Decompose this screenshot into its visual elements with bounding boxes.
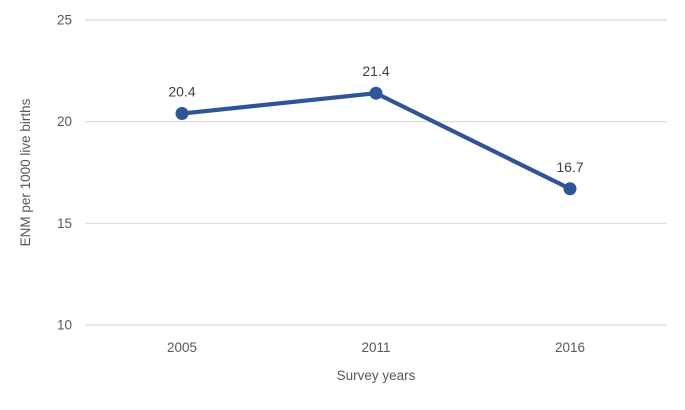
y-tick-label: 15: [57, 216, 72, 231]
data-point-marker: [175, 107, 189, 121]
y-tick-label: 10: [57, 318, 72, 333]
data-label: 21.4: [362, 63, 389, 79]
data-label: 20.4: [168, 84, 195, 100]
data-point-marker: [369, 86, 383, 100]
data-point-marker: [563, 182, 577, 196]
y-tick-label: 25: [57, 13, 72, 28]
y-tick-label: 20: [57, 114, 72, 129]
x-tick-label: 2005: [167, 340, 197, 355]
x-tick-label: 2016: [555, 340, 585, 355]
x-axis-title: Survey years: [337, 368, 416, 383]
x-tick-label: 2011: [361, 340, 390, 355]
data-label: 16.7: [556, 159, 583, 175]
y-axis-title: ENM per 1000 live births: [18, 98, 33, 246]
